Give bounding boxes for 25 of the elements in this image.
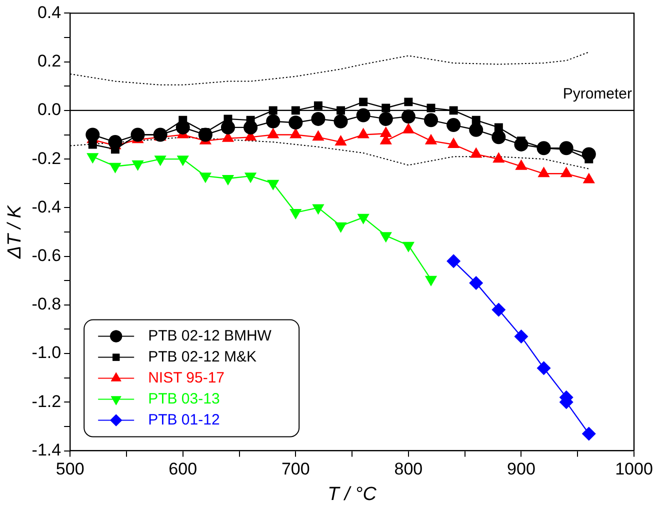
- y-tick-label: -0.8: [32, 294, 62, 314]
- x-tick-label: 600: [168, 460, 198, 479]
- x-tick-label: 1000: [615, 460, 653, 479]
- y-tick-label: 0.2: [37, 52, 62, 71]
- y-tick-label: -0.4: [32, 197, 62, 216]
- legend-label: PTB 01-12: [148, 411, 220, 428]
- y-tick-label: -0.2: [32, 148, 62, 168]
- x-tick-label: 800: [394, 460, 423, 479]
- y-tick-label: -1.4: [32, 440, 62, 460]
- y-tick-label: -1.2: [32, 392, 62, 411]
- legend-label: NIST 95-17: [148, 369, 225, 386]
- y-tick-label: -1.0: [32, 343, 62, 362]
- legend-label: PTB 03-13: [148, 390, 220, 408]
- x-tick-label: 700: [281, 460, 310, 479]
- x-tick-label: 500: [56, 460, 84, 479]
- legend-label: PTB 02-12 M&K: [148, 348, 256, 366]
- x-tick-label: 900: [507, 460, 536, 479]
- y-tick-label: 0.4: [37, 2, 62, 22]
- y-tick-label: -0.6: [32, 246, 62, 265]
- x-axis-title: T / °C: [328, 484, 377, 505]
- legend-label: PTB 02-12 BMHW: [148, 327, 272, 344]
- annotation: Pyrometer: [562, 85, 632, 102]
- y-axis-title: ΔT / K: [4, 204, 26, 260]
- line-series: [70, 52, 590, 86]
- y-tick-label: 0.0: [37, 100, 62, 120]
